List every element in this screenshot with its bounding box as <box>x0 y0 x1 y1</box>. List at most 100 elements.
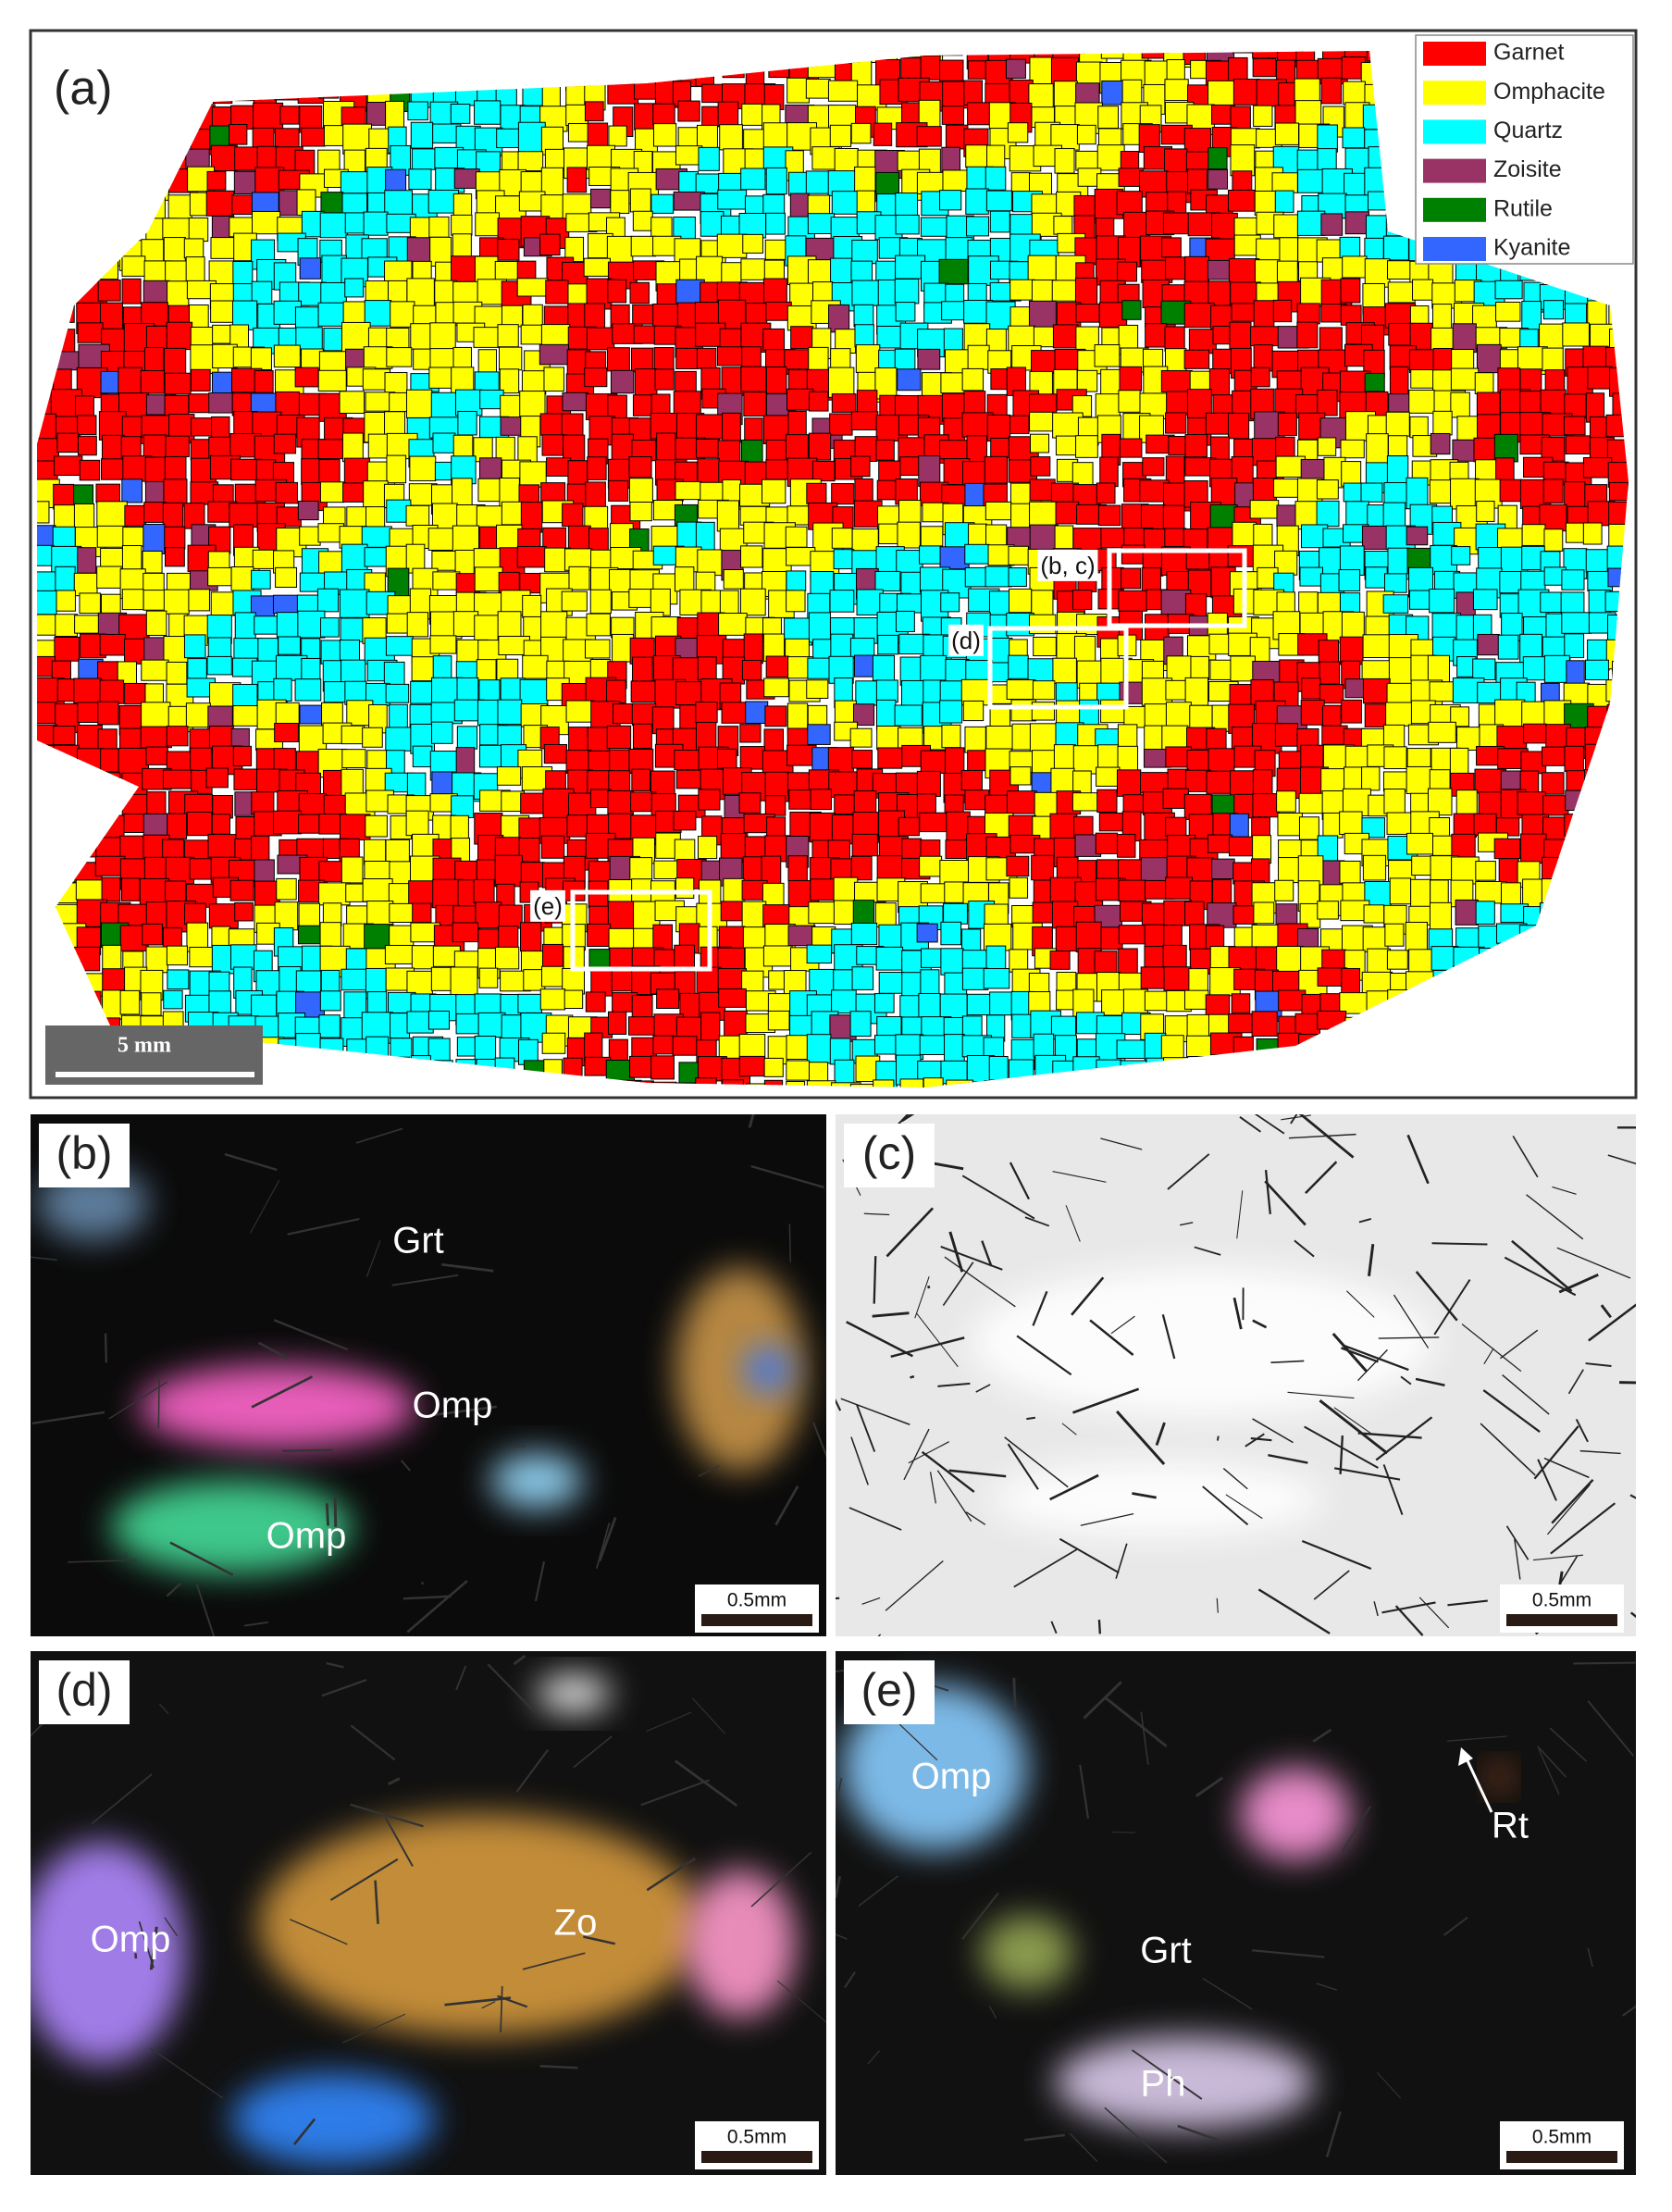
grain <box>743 633 763 665</box>
grain <box>407 101 428 121</box>
grain <box>1251 816 1270 839</box>
grain <box>1495 457 1515 483</box>
grain <box>318 882 351 906</box>
grain <box>54 636 80 662</box>
grain <box>294 367 319 388</box>
grain <box>628 1016 656 1036</box>
grain <box>1409 416 1429 439</box>
grain <box>1496 726 1528 750</box>
grain <box>77 415 97 436</box>
grain <box>1430 879 1449 904</box>
grain <box>73 572 98 597</box>
grain <box>273 433 297 454</box>
grain <box>1410 369 1435 389</box>
grain <box>297 501 319 521</box>
grain <box>1450 367 1480 391</box>
grain <box>809 391 829 412</box>
grain <box>943 902 968 925</box>
grain <box>808 432 832 461</box>
grain <box>873 122 893 146</box>
grain <box>1207 902 1237 928</box>
grain <box>1497 634 1519 660</box>
grain <box>73 484 94 505</box>
grain <box>77 322 104 343</box>
grain <box>1120 151 1140 171</box>
crystal <box>685 1870 796 2018</box>
grain <box>1565 435 1591 454</box>
grain <box>1009 279 1035 301</box>
grain <box>894 704 923 727</box>
grain <box>497 324 519 348</box>
fracture <box>104 1333 108 1363</box>
grain <box>561 590 588 612</box>
grain <box>1449 747 1469 775</box>
grain <box>763 1057 784 1077</box>
grain <box>1412 279 1434 301</box>
grain <box>1362 926 1389 952</box>
grain <box>520 922 542 952</box>
grain <box>145 746 168 765</box>
fracture <box>1431 1242 1488 1246</box>
grain <box>985 501 1012 521</box>
scale-bar <box>1506 1614 1617 1626</box>
grain <box>1183 349 1210 369</box>
grain <box>320 617 340 638</box>
mineral-label: Grt <box>392 1221 444 1261</box>
grain <box>966 216 989 237</box>
grain <box>941 724 961 749</box>
grain <box>384 944 415 964</box>
grain <box>1071 792 1098 812</box>
grain <box>1253 105 1273 127</box>
grain <box>316 588 340 613</box>
grain <box>940 948 964 976</box>
grain <box>1232 170 1253 193</box>
grain <box>474 566 503 592</box>
grain <box>696 347 717 369</box>
grain <box>1541 746 1568 766</box>
grain <box>630 680 659 702</box>
grain <box>317 439 346 460</box>
grain <box>251 835 270 861</box>
inset-label: (b, c) <box>1040 552 1095 579</box>
grain <box>698 146 720 171</box>
grain <box>900 57 922 80</box>
grain <box>517 993 543 1013</box>
grain <box>918 455 941 487</box>
grain <box>738 1055 766 1077</box>
grain <box>1190 655 1209 681</box>
grain <box>1184 434 1208 458</box>
grain <box>164 372 192 395</box>
grain <box>522 594 542 618</box>
panel-label: (e) <box>861 1664 917 1716</box>
grain <box>145 610 167 636</box>
grain <box>1208 147 1228 170</box>
grain <box>73 503 95 529</box>
grain <box>318 459 341 486</box>
grain <box>385 168 407 193</box>
grain <box>478 679 501 703</box>
grain <box>852 900 874 926</box>
grain <box>1362 634 1391 658</box>
grain <box>628 478 653 503</box>
grain <box>1228 189 1256 212</box>
grain <box>1076 124 1096 145</box>
grain <box>319 212 349 239</box>
grain <box>184 902 206 926</box>
grain <box>54 455 83 477</box>
crystal <box>990 1462 1323 1536</box>
grain <box>340 171 370 194</box>
legend-swatch <box>1423 237 1486 261</box>
grain <box>498 904 523 929</box>
grain <box>1360 482 1383 503</box>
grain <box>318 1014 341 1038</box>
grain <box>965 144 988 168</box>
grain <box>762 945 793 967</box>
grain <box>764 705 787 727</box>
grain <box>1500 770 1521 790</box>
grain <box>211 926 230 948</box>
grain <box>1187 569 1212 598</box>
grain <box>1075 150 1099 171</box>
grain <box>167 969 190 990</box>
legend-swatch <box>1423 119 1486 144</box>
grain <box>1517 791 1546 815</box>
